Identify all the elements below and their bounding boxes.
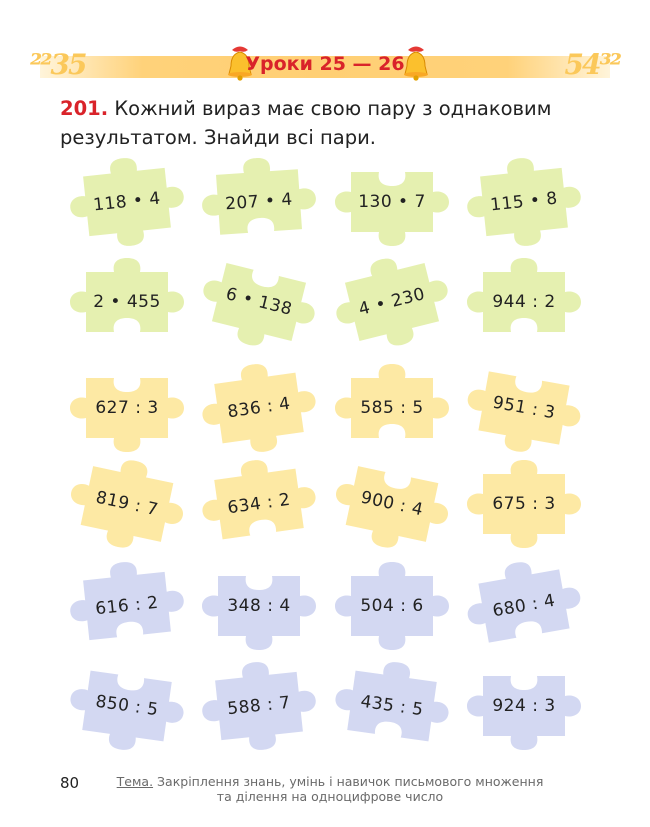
- puzzle-shape: [202, 158, 316, 235]
- puzzle-piece[interactable]: 130 • 7: [333, 156, 451, 248]
- puzzle-shape: [203, 262, 315, 346]
- puzzle-shape: [467, 460, 581, 548]
- puzzle-piece[interactable]: 588 : 7: [196, 654, 323, 758]
- puzzle-piece[interactable]: 435 : 5: [327, 652, 457, 760]
- puzzle-expression: 348 : 4: [227, 596, 291, 616]
- puzzle-expression: 944 : 2: [492, 292, 556, 312]
- puzzle-piece[interactable]: 2 • 455: [68, 256, 186, 348]
- banner-digits-left: ²²35: [30, 48, 87, 81]
- puzzle-piece[interactable]: 836 : 4: [194, 354, 324, 462]
- footer-line1: Закріплення знань, умінь і навичок письм…: [157, 774, 544, 789]
- puzzle-piece[interactable]: 900 : 4: [325, 447, 460, 562]
- puzzle-piece[interactable]: 616 : 2: [64, 554, 191, 658]
- footer-label: Тема.: [116, 774, 154, 789]
- puzzle-shape: [202, 460, 316, 540]
- puzzle-piece[interactable]: 627 : 3: [68, 362, 186, 454]
- task-statement: 201. Кожний вираз має свою пару з однако…: [60, 94, 602, 152]
- puzzle-shape: [70, 670, 184, 750]
- puzzle-shape: [202, 576, 316, 650]
- puzzle-shape: [70, 258, 184, 332]
- page-number: 80: [60, 774, 80, 792]
- task-text: Кожний вираз має свою пару з однаковим р…: [60, 97, 552, 149]
- puzzle-expression: 130 • 7: [358, 192, 426, 212]
- puzzle-shape: [70, 158, 184, 246]
- banner-digits-right: 54³²: [564, 48, 622, 81]
- puzzle-piece[interactable]: 951 : 3: [458, 352, 590, 463]
- puzzle-piece[interactable]: 118 • 4: [64, 150, 191, 254]
- puzzle-piece[interactable]: 504 : 6: [333, 560, 451, 652]
- puzzle-piece[interactable]: 819 : 7: [60, 447, 195, 562]
- puzzle-shape: [70, 562, 184, 641]
- puzzle-shape: [467, 562, 581, 643]
- footer-topic: Тема. Закріплення знань, умінь і навичок…: [100, 774, 560, 804]
- bell-icon: [404, 46, 428, 81]
- puzzle-shape: [335, 172, 449, 246]
- puzzle-shape: [335, 364, 449, 438]
- puzzle-shape: [335, 662, 449, 742]
- puzzle-expression: 2 • 455: [93, 292, 161, 312]
- puzzle-piece[interactable]: 680 : 4: [458, 550, 590, 661]
- puzzle-piece[interactable]: 207 • 4: [197, 152, 321, 252]
- puzzle-piece[interactable]: 348 : 4: [200, 560, 318, 652]
- banner-band: [40, 56, 610, 78]
- puzzle-expression: 924 : 3: [492, 696, 556, 716]
- puzzle-expression: 627 : 3: [95, 398, 159, 418]
- puzzle-shape: [202, 662, 316, 750]
- puzzle-shape: [467, 371, 581, 452]
- puzzle-shape: [336, 466, 448, 548]
- puzzle-shape: [202, 364, 316, 452]
- puzzle-piece[interactable]: 675 : 3: [465, 458, 583, 550]
- puzzle-piece[interactable]: 850 : 5: [62, 652, 192, 760]
- puzzle-shape: [336, 258, 448, 346]
- puzzle-shape: [71, 460, 183, 548]
- puzzle-shape: [467, 676, 581, 750]
- puzzle-piece[interactable]: 634 : 2: [194, 450, 324, 558]
- puzzle-piece[interactable]: 115 • 8: [461, 150, 588, 254]
- puzzle-shape: [467, 258, 581, 332]
- puzzle-piece[interactable]: 6 • 138: [191, 243, 328, 361]
- footer-line2: та ділення на одноцифрове число: [216, 789, 444, 804]
- puzzle-expression: 585 : 5: [360, 398, 424, 418]
- puzzle-piece[interactable]: 944 : 2: [465, 256, 583, 348]
- bell-icon: [228, 46, 252, 81]
- puzzle-piece[interactable]: 924 : 3: [465, 660, 583, 752]
- puzzle-piece[interactable]: 585 : 5: [333, 362, 451, 454]
- puzzle-expression: 675 : 3: [492, 494, 556, 514]
- puzzle-expression: 504 : 6: [360, 596, 424, 616]
- puzzle-shape: [467, 158, 581, 246]
- task-number: 201.: [60, 97, 109, 120]
- puzzle-shape: [70, 378, 184, 452]
- puzzle-shape: [335, 562, 449, 650]
- lesson-banner: ²²35 54³² Уроки 25 — 26: [30, 46, 622, 84]
- lesson-title: Уроки 25 — 26: [245, 53, 405, 75]
- puzzle-piece[interactable]: 4 • 230: [324, 243, 461, 361]
